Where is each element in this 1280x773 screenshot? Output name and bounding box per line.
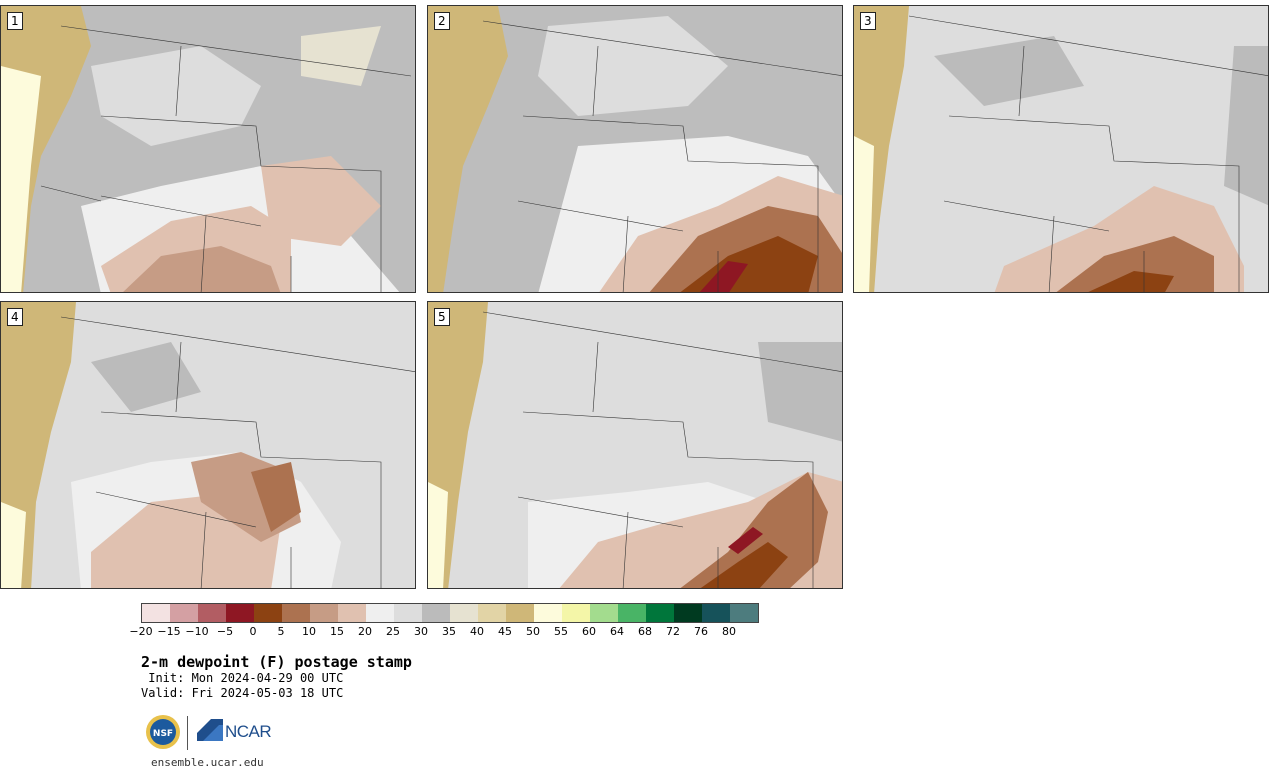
panel-number-4: 4 — [7, 308, 23, 326]
colorbar-tick-label: 0 — [249, 625, 257, 638]
colorbar-tick-label: 40 — [470, 625, 484, 638]
colorbar-segment — [366, 604, 394, 622]
nsf-logo-text: NSF — [153, 729, 173, 739]
colorbar-tick-label: 30 — [414, 625, 428, 638]
colorbar-tick-label: 80 — [722, 625, 736, 638]
dewpoint-map-3 — [854, 6, 1268, 292]
colorbar-tick-label: 55 — [554, 625, 568, 638]
map-panel-5: 5 — [427, 301, 843, 589]
colorbar-segment — [730, 604, 758, 622]
panel-number-2: 2 — [434, 12, 450, 30]
colorbar-tick-label: 76 — [694, 625, 708, 638]
colorbar-segment — [478, 604, 506, 622]
ncar-logo-icon — [197, 719, 223, 741]
colorbar-tick-label: −10 — [185, 625, 209, 638]
panel-number-3: 3 — [860, 12, 876, 30]
map-panel-1: 1 — [0, 5, 416, 293]
colorbar-segment — [422, 604, 450, 622]
colorbar-tick-label: 64 — [610, 625, 624, 638]
dewpoint-map-5 — [428, 302, 842, 588]
ncar-logo-text: NCAR — [225, 722, 272, 741]
colorbar-tick-label: 25 — [386, 625, 400, 638]
source-url: ensemble.ucar.edu — [151, 756, 264, 769]
valid-time: Valid: Fri 2024-05-03 18 UTC — [141, 686, 344, 700]
colorbar-segment — [310, 604, 338, 622]
colorbar-tick-label: 72 — [666, 625, 680, 638]
colorbar — [141, 603, 759, 623]
colorbar-segment — [198, 604, 226, 622]
colorbar-segment — [562, 604, 590, 622]
colorbar-tick-label: 5 — [277, 625, 285, 638]
colorbar-segment — [646, 604, 674, 622]
colorbar-segment — [170, 604, 198, 622]
colorbar-tick-label: −15 — [157, 625, 181, 638]
logo-divider — [187, 716, 188, 750]
colorbar-segment — [534, 604, 562, 622]
colorbar-segment — [590, 604, 618, 622]
colorbar-tick-label: −20 — [129, 625, 153, 638]
map-panel-4: 4 — [0, 301, 416, 589]
dewpoint-map-1 — [1, 6, 415, 292]
colorbar-segment — [674, 604, 702, 622]
map-panel-2: 2 — [427, 5, 843, 293]
colorbar-segment — [254, 604, 282, 622]
colorbar-segment — [618, 604, 646, 622]
nsf-logo-icon: NSF — [146, 715, 180, 749]
colorbar-segment — [142, 604, 170, 622]
dewpoint-map-4 — [1, 302, 415, 588]
colorbar-segment — [338, 604, 366, 622]
colorbar-tick-label: 60 — [582, 625, 596, 638]
chart-title: 2-m dewpoint (F) postage stamp — [141, 653, 412, 671]
colorbar-tick-label: 20 — [358, 625, 372, 638]
colorbar-tick-label: 35 — [442, 625, 456, 638]
colorbar-tick-label: 68 — [638, 625, 652, 638]
colorbar-segment — [282, 604, 310, 622]
dewpoint-map-2 — [428, 6, 842, 292]
colorbar-tick-labels: −20 −15 −10 −5 0 5 10 15 20 25 30 35 40 45 50 55 60 64 68 7… — [129, 625, 801, 639]
colorbar-tick-label: 45 — [498, 625, 512, 638]
colorbar-segment — [226, 604, 254, 622]
colorbar-segment — [450, 604, 478, 622]
colorbar-tick-label: 15 — [330, 625, 344, 638]
colorbar-segment — [506, 604, 534, 622]
colorbar-tick-label: 50 — [526, 625, 540, 638]
panel-number-1: 1 — [7, 12, 23, 30]
colorbar-tick-label: 10 — [302, 625, 316, 638]
init-time: Init: Mon 2024-04-29 00 UTC — [141, 671, 344, 685]
map-panel-3: 3 — [853, 5, 1269, 293]
colorbar-segment — [702, 604, 730, 622]
colorbar-tick-label: −5 — [216, 625, 234, 638]
colorbar-segment — [394, 604, 422, 622]
panel-number-5: 5 — [434, 308, 450, 326]
